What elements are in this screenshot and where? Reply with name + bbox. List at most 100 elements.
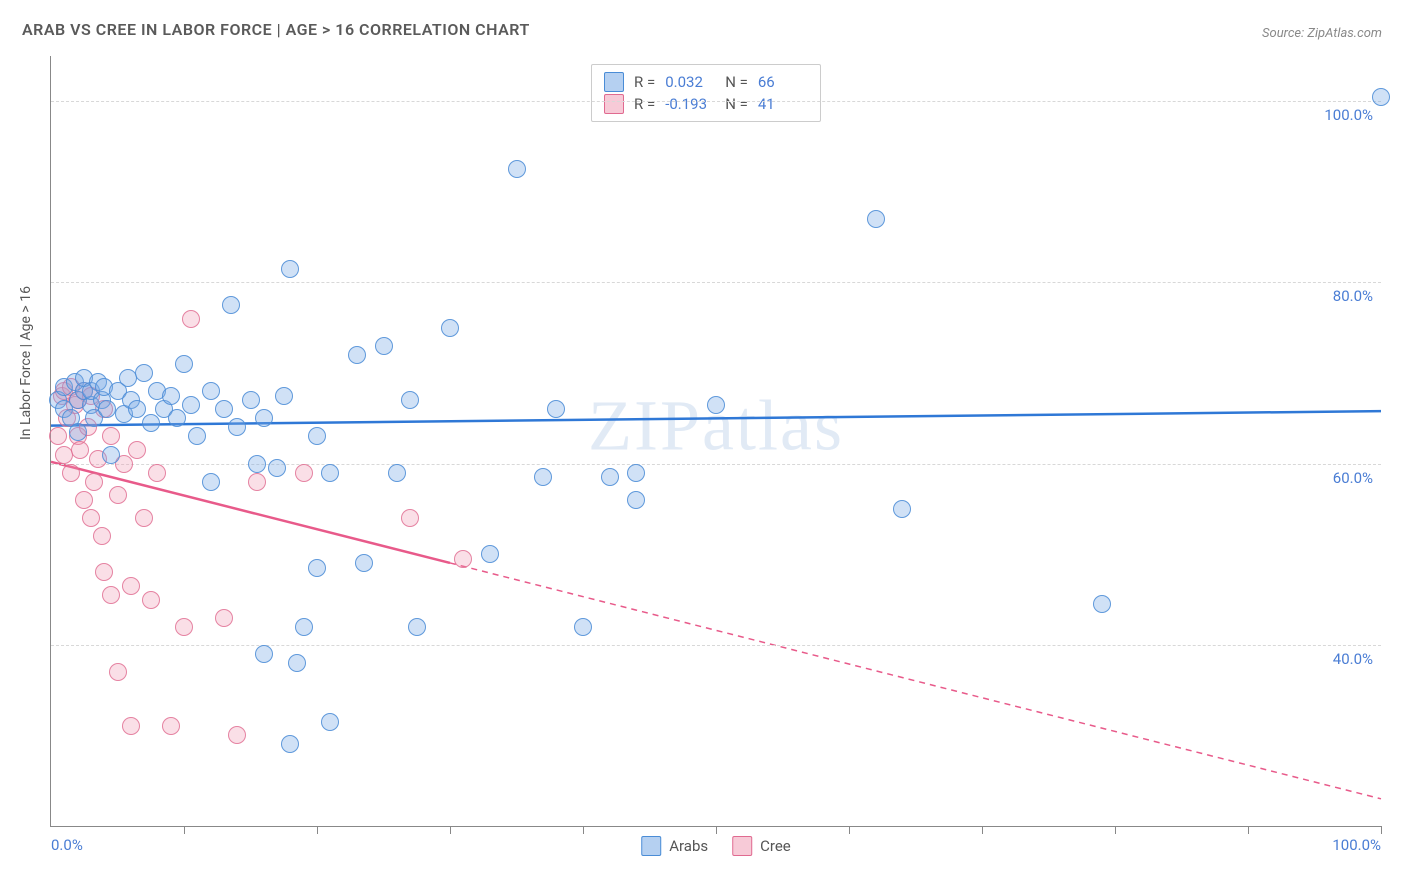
legend-item-arabs: Arabs [641, 836, 708, 856]
scatter-point-cree [95, 563, 113, 581]
swatch-blue [641, 836, 661, 856]
scatter-point-cree [71, 441, 89, 459]
legend-row-blue: R = 0.032 N = 66 [604, 71, 808, 93]
r-value-pink: -0.193 [665, 93, 715, 115]
x-tick [1115, 826, 1116, 834]
scatter-point-cree [109, 486, 127, 504]
scatter-point-cree [49, 427, 67, 445]
scatter-point-arabs [288, 654, 306, 672]
x-tick [1248, 826, 1249, 834]
scatter-point-arabs [601, 468, 619, 486]
x-tick [450, 826, 451, 834]
scatter-point-arabs [175, 355, 193, 373]
grid-line-h [51, 282, 1381, 283]
scatter-point-arabs [534, 468, 552, 486]
legend-label-cree: Cree [760, 837, 791, 855]
scatter-point-arabs [135, 364, 153, 382]
x-tick [583, 826, 584, 834]
scatter-point-arabs [375, 337, 393, 355]
plot-area: ZIPatlas R = 0.032 N = 66 R = -0.193 N =… [50, 56, 1381, 827]
y-tick-label: 100.0% [1324, 106, 1373, 124]
grid-line-h [51, 645, 1381, 646]
x-tick [849, 826, 850, 834]
r-value-blue: 0.032 [665, 71, 715, 93]
scatter-point-arabs [98, 400, 116, 418]
scatter-point-arabs [867, 210, 885, 228]
legend-item-cree: Cree [732, 836, 791, 856]
scatter-point-cree [82, 509, 100, 527]
n-value-blue: 66 [758, 71, 808, 93]
scatter-point-cree [75, 491, 93, 509]
scatter-point-cree [102, 586, 120, 604]
swatch-pink [732, 836, 752, 856]
scatter-point-arabs [308, 427, 326, 445]
scatter-point-arabs [182, 396, 200, 414]
scatter-point-arabs [574, 618, 592, 636]
scatter-point-cree [401, 509, 419, 527]
scatter-point-cree [295, 464, 313, 482]
scatter-point-cree [109, 663, 127, 681]
scatter-point-arabs [1372, 88, 1390, 106]
scatter-point-cree [142, 591, 160, 609]
scatter-point-arabs [102, 446, 120, 464]
scatter-point-cree [93, 527, 111, 545]
scatter-point-cree [148, 464, 166, 482]
scatter-point-arabs [281, 735, 299, 753]
trend-line-pink-dashed [450, 563, 1381, 799]
y-tick-label: 60.0% [1333, 469, 1373, 487]
scatter-point-cree [215, 609, 233, 627]
scatter-point-arabs [355, 554, 373, 572]
scatter-point-arabs [222, 296, 240, 314]
scatter-point-cree [122, 577, 140, 595]
scatter-point-arabs [508, 160, 526, 178]
scatter-point-arabs [295, 618, 313, 636]
scatter-point-arabs [248, 455, 266, 473]
scatter-point-arabs [162, 387, 180, 405]
y-axis-label: In Labor Force | Age > 16 [18, 286, 34, 440]
scatter-point-arabs [308, 559, 326, 577]
trend-lines-svg [51, 56, 1381, 826]
scatter-point-arabs [275, 387, 293, 405]
scatter-point-arabs [321, 713, 339, 731]
x-tick [716, 826, 717, 834]
scatter-point-arabs [215, 400, 233, 418]
source-attribution: Source: ZipAtlas.com [1262, 26, 1382, 41]
x-tick [982, 826, 983, 834]
scatter-point-cree [135, 509, 153, 527]
scatter-point-arabs [401, 391, 419, 409]
scatter-point-arabs [188, 427, 206, 445]
chart-title: ARAB VS CREE IN LABOR FORCE | AGE > 16 C… [22, 20, 530, 39]
x-tick [1381, 826, 1382, 834]
scatter-point-arabs [202, 382, 220, 400]
swatch-pink [604, 94, 624, 114]
scatter-point-arabs [242, 391, 260, 409]
n-label: N = [725, 93, 748, 115]
scatter-point-arabs [627, 491, 645, 509]
scatter-point-cree [85, 473, 103, 491]
scatter-point-cree [228, 726, 246, 744]
scatter-point-arabs [388, 464, 406, 482]
scatter-point-cree [102, 427, 120, 445]
scatter-point-arabs [707, 396, 725, 414]
r-label: R = [634, 93, 655, 115]
n-label: N = [725, 71, 748, 93]
scatter-point-arabs [168, 409, 186, 427]
y-tick-label: 80.0% [1333, 287, 1373, 305]
r-label: R = [634, 71, 655, 93]
scatter-point-arabs [441, 319, 459, 337]
scatter-point-arabs [268, 459, 286, 477]
scatter-point-cree [128, 441, 146, 459]
y-tick-label: 40.0% [1333, 650, 1373, 668]
scatter-point-arabs [547, 400, 565, 418]
scatter-point-arabs [321, 464, 339, 482]
scatter-point-cree [122, 717, 140, 735]
scatter-point-arabs [348, 346, 366, 364]
legend-correlation: R = 0.032 N = 66 R = -0.193 N = 41 [591, 64, 821, 122]
scatter-point-cree [248, 473, 266, 491]
scatter-point-arabs [255, 409, 273, 427]
scatter-point-arabs [1093, 595, 1111, 613]
scatter-point-arabs [281, 260, 299, 278]
n-value-pink: 41 [758, 93, 808, 115]
scatter-point-cree [162, 717, 180, 735]
scatter-point-arabs [228, 418, 246, 436]
